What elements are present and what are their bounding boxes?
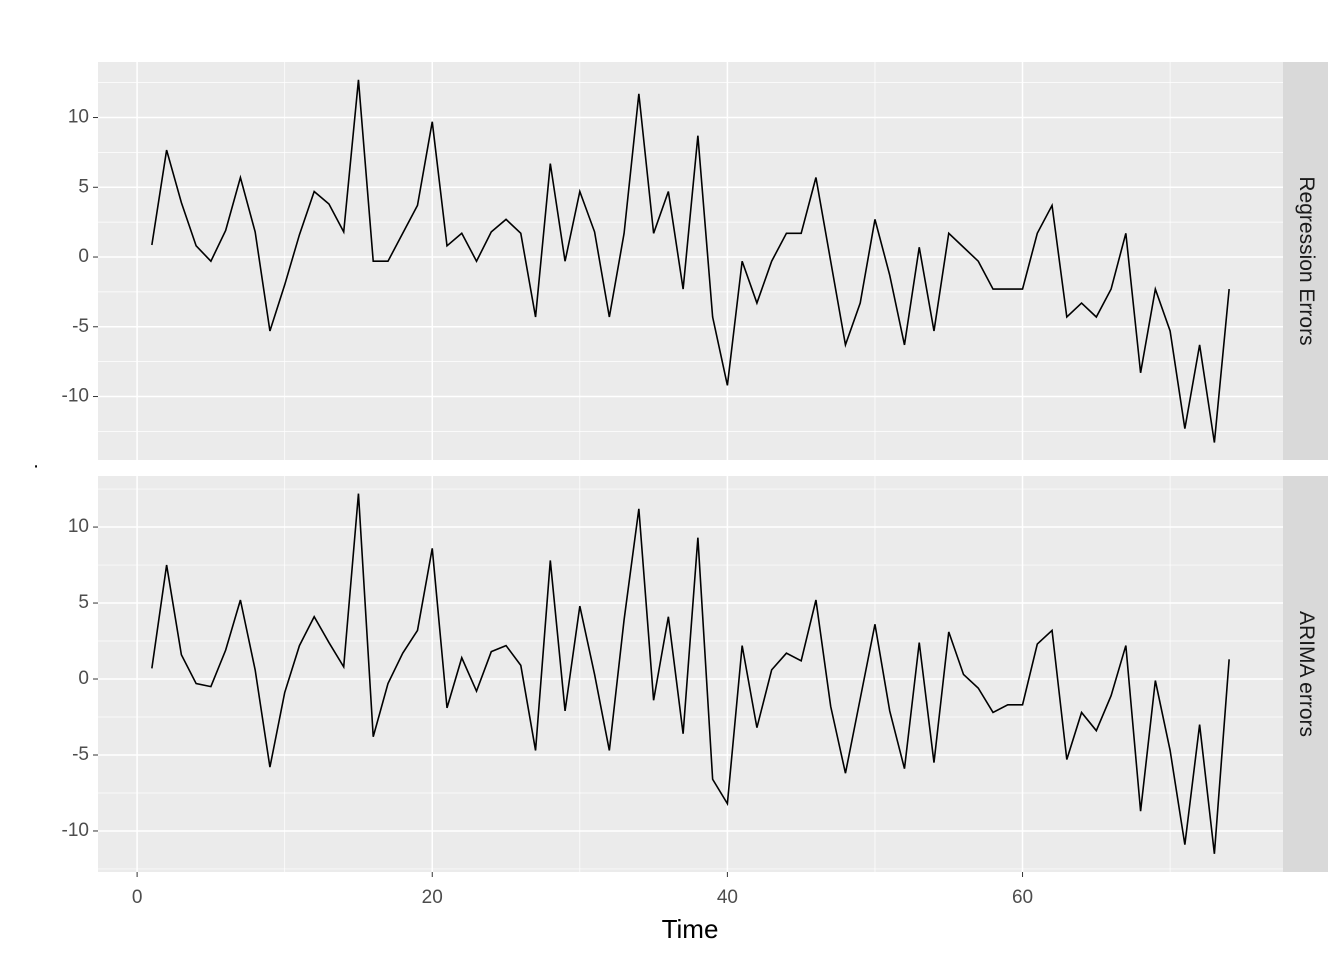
y-tick-label: 0 bbox=[78, 668, 89, 689]
y-tick-label: 0 bbox=[78, 246, 89, 267]
facet-strip bbox=[1283, 62, 1328, 460]
y-tick-label: -10 bbox=[62, 820, 89, 841]
y-tick-label: -5 bbox=[72, 316, 89, 337]
y-tick-label: 5 bbox=[78, 592, 89, 613]
line bbox=[151, 493, 1230, 854]
x-tick-label: 60 bbox=[1012, 887, 1033, 908]
panel-background bbox=[98, 476, 1283, 872]
y-tick-label: 5 bbox=[78, 176, 89, 197]
y-tick-label: 10 bbox=[68, 107, 89, 128]
x-tick-label: 20 bbox=[422, 887, 443, 908]
y-axis-label: . bbox=[33, 450, 39, 472]
panel-background bbox=[98, 62, 1283, 460]
facet-strip bbox=[1283, 476, 1328, 872]
facet-label: ARIMA errors bbox=[1295, 611, 1318, 737]
y-tick-label: -5 bbox=[72, 744, 89, 765]
x-axis-label: Time bbox=[662, 914, 719, 944]
line bbox=[151, 79, 1230, 443]
y-tick-label: 10 bbox=[68, 516, 89, 537]
y-tick-label: -10 bbox=[62, 386, 89, 407]
x-tick-label: 40 bbox=[717, 887, 738, 908]
facet-label: Regression Errors bbox=[1295, 176, 1318, 345]
x-tick-label: 0 bbox=[132, 887, 143, 908]
